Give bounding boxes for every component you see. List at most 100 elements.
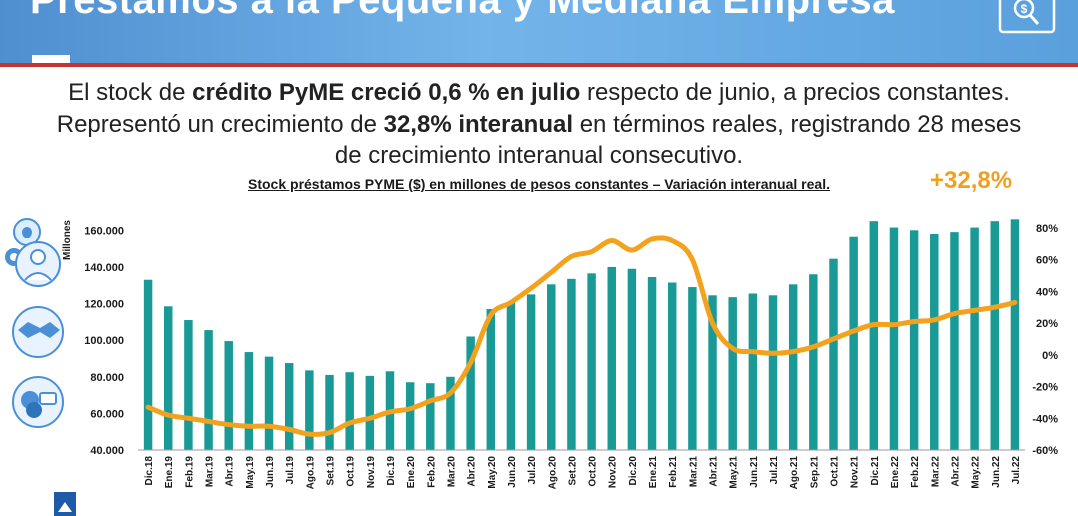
y-tick-label: 100.000 (84, 335, 124, 347)
person-icon (15, 241, 61, 287)
x-tick-label: Ene.22 (890, 456, 901, 489)
building-logo-icon (54, 492, 76, 516)
chart-title: Stock préstamos PYME ($) en millones de … (248, 176, 830, 192)
bar (849, 236, 858, 450)
y-tick-label: 160.000 (84, 225, 124, 237)
bar (829, 258, 838, 450)
y-tick-label: 120.000 (84, 299, 124, 311)
x-tick-label: Ago.21 (789, 456, 800, 490)
y-tick-label: 40.000 (90, 445, 124, 457)
x-tick-label: Nov.19 (366, 456, 377, 488)
svg-text:$: $ (1021, 2, 1028, 16)
header-tab-marker (32, 55, 70, 63)
bar (204, 330, 213, 450)
bar (305, 370, 314, 450)
x-tick-label: May.19 (245, 456, 256, 489)
yoy-line (145, 235, 1018, 437)
y-tick-label: 80.000 (90, 372, 124, 384)
summary-line-3: de crecimiento interanual consecutivo. (334, 142, 744, 169)
x-tick-label: Set.19 (326, 456, 337, 486)
bar (264, 356, 274, 450)
x-tick-label: Feb.22 (910, 456, 921, 488)
bar (284, 363, 294, 450)
x-tick-label: Oct.19 (346, 456, 357, 487)
bar (889, 227, 899, 450)
header-divider (0, 63, 1078, 67)
bar (990, 221, 999, 450)
header-banner: Préstamos a la Pequeña y Mediana Empresa… (0, 0, 1078, 66)
x-tick-label: Ene.21 (648, 456, 659, 489)
x-tick-label: Set.20 (567, 456, 578, 486)
bar (567, 278, 576, 450)
x-tick-label: Mar.20 (446, 456, 457, 488)
y2-tick-label: -40% (1032, 413, 1058, 425)
x-tick-label: Abr.21 (709, 456, 720, 487)
y-tick-label: 60.000 (90, 408, 124, 420)
x-tick-label: Jul.20 (527, 456, 538, 485)
bar (728, 297, 737, 450)
money-search-icon: $ (998, 0, 1056, 34)
x-tick-label: Ene.20 (406, 456, 417, 489)
x-tick-label: Oct.21 (829, 456, 840, 487)
x-tick-label: Jul.21 (769, 456, 780, 485)
x-tick-label: Feb.20 (426, 456, 437, 488)
x-tick-label: Mar.22 (930, 456, 941, 488)
x-tick-label: Feb.21 (668, 456, 679, 488)
x-tick-label: Mar.19 (205, 456, 216, 488)
bar (164, 306, 173, 450)
x-tick-label: Sep.21 (809, 456, 820, 489)
y-tick-label: 140.000 (84, 262, 124, 274)
y2-tick-label: -60% (1032, 445, 1058, 457)
x-tick-label: Oct.20 (588, 456, 599, 487)
x-tick-label: Nov.21 (850, 456, 861, 488)
coins-card-icon (12, 376, 64, 428)
y2-tick-label: 80% (1036, 223, 1058, 235)
x-tick-label: Dic.20 (628, 456, 639, 486)
y2-tick-label: 20% (1036, 318, 1058, 330)
x-tick-label: Feb.19 (184, 456, 195, 488)
bar (909, 230, 919, 450)
x-tick-label: Jun.22 (991, 456, 1002, 488)
bar (446, 376, 455, 450)
bar (405, 382, 415, 450)
x-tick-label: Jun.19 (265, 456, 276, 488)
x-tick-label: Dic.18 (144, 456, 155, 486)
x-tick-label: Jun.21 (749, 456, 760, 488)
x-tick-label: Jul.22 (1011, 456, 1022, 485)
x-tick-label: Ene.19 (164, 456, 175, 489)
bar (869, 221, 879, 450)
bar (809, 274, 818, 450)
page-title: Préstamos a la Pequeña y Mediana Empresa (30, 0, 895, 22)
x-tick-label: May.21 (729, 456, 740, 489)
bar (244, 352, 254, 450)
y-axis-label: Millones (62, 220, 73, 260)
bar (688, 287, 697, 450)
x-tick-label: May.22 (971, 456, 982, 489)
x-tick-label: May.20 (487, 456, 498, 489)
x-tick-label: Ago.20 (547, 456, 558, 490)
bar (930, 233, 939, 450)
bar (667, 282, 677, 450)
side-icons (5, 218, 76, 516)
x-tick-label: Abr.22 (950, 456, 961, 487)
bar (547, 284, 556, 450)
bar (748, 293, 758, 450)
bar (486, 309, 496, 450)
x-tick-label: Abr.19 (225, 456, 236, 487)
y2-tick-label: 40% (1036, 286, 1058, 298)
x-tick-label: Nov.20 (608, 456, 619, 488)
bar (1010, 219, 1020, 450)
bar (627, 268, 637, 450)
bar (526, 294, 536, 450)
y2-tick-label: 60% (1036, 255, 1058, 267)
bar (365, 375, 375, 450)
bar (466, 336, 475, 450)
bar (224, 341, 233, 450)
summary-line-1: El stock de crédito PyME creció 0,6 % en… (68, 79, 1010, 106)
handshake-icon (12, 306, 64, 358)
bar (184, 320, 193, 450)
bar (345, 372, 354, 450)
bar (426, 383, 435, 450)
x-tick-label: Abr.20 (467, 456, 478, 487)
